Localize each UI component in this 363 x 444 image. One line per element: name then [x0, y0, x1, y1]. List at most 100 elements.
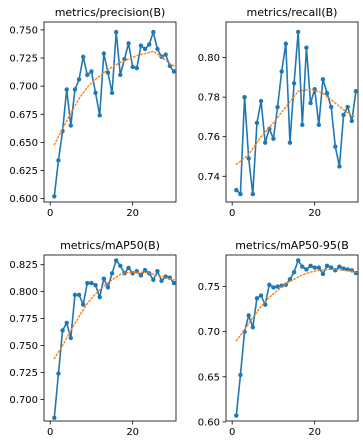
y-tick-label: 0.80	[198, 53, 220, 64]
data-point	[333, 144, 338, 149]
data-point	[109, 271, 115, 276]
data-point	[262, 140, 268, 145]
data-point	[295, 29, 301, 35]
data-point	[308, 100, 313, 106]
y-tick-label: 0.625	[9, 166, 38, 177]
data-point	[72, 292, 78, 298]
chart-panel-4: metrics/mAP50-95(B 0.60 0.65 0.70 0.75 0 20	[198, 239, 359, 438]
y-tick-label: 0.74	[198, 172, 220, 183]
data-point	[167, 63, 173, 69]
data-point	[97, 113, 102, 118]
y-tick-label: 0.750	[9, 25, 38, 36]
data-point	[142, 46, 148, 52]
data-point	[56, 158, 61, 163]
data-point	[308, 263, 313, 269]
chart-title: metrics/mAP50-95(B	[235, 239, 349, 252]
data-point	[345, 104, 350, 110]
data-point	[151, 29, 156, 35]
data-point	[349, 118, 355, 124]
x-tick-label: 0	[47, 208, 53, 219]
data-point	[250, 324, 256, 330]
data-point	[97, 294, 102, 300]
data-point	[85, 72, 90, 78]
data-point	[142, 267, 148, 273]
results-line	[235, 259, 357, 416]
data-point	[337, 264, 342, 269]
smooth-line	[53, 50, 175, 146]
y-tick-label: 0.725	[9, 54, 38, 65]
data-point	[279, 69, 284, 74]
data-point	[64, 87, 69, 92]
data-point	[234, 187, 239, 193]
y-tick-label: 0.75	[198, 282, 220, 293]
y-tick-label: 0.725	[9, 368, 38, 379]
data-point	[246, 156, 251, 161]
data-point	[93, 90, 98, 96]
data-point	[304, 267, 309, 272]
data-point	[64, 320, 69, 326]
data-point	[155, 268, 160, 274]
data-point	[324, 91, 330, 96]
plot-frame	[43, 21, 177, 203]
data-point	[52, 194, 57, 199]
plot-frame	[225, 254, 359, 422]
data-point	[146, 42, 152, 47]
chart-panel-1: metrics/precision(B) 0.600 0.625 0.650 0.675…	[9, 6, 177, 219]
data-point	[101, 276, 107, 281]
data-point	[283, 282, 289, 287]
data-point	[113, 258, 119, 263]
y-tick-label: 0.600	[9, 194, 38, 205]
y-tick-label: 0.700	[9, 395, 38, 406]
data-point	[134, 65, 140, 71]
data-point	[85, 280, 90, 286]
data-point	[316, 122, 322, 128]
data-point	[254, 120, 260, 126]
data-point	[250, 191, 256, 197]
data-point	[118, 263, 123, 268]
data-point	[291, 269, 297, 275]
data-point	[122, 56, 127, 62]
y-tick-label: 0.70	[198, 327, 220, 338]
data-point	[80, 54, 86, 60]
plot-frame	[43, 254, 177, 422]
x-tick-label: 20	[308, 427, 321, 438]
data-point	[60, 328, 65, 333]
x-tick-label: 20	[308, 208, 321, 219]
data-point	[316, 265, 322, 270]
data-point	[76, 292, 82, 298]
y-tick-label: 0.65	[198, 372, 220, 383]
data-point	[295, 258, 301, 263]
data-point	[275, 284, 280, 289]
data-point	[246, 313, 251, 318]
y-tick-label: 0.800	[9, 287, 38, 298]
data-point	[242, 94, 247, 100]
x-tick-label: 0	[229, 427, 235, 438]
data-point	[72, 87, 78, 92]
chart-panel-2: metrics/recall(B) 0.74 0.76 0.78 0.80 0 20	[198, 6, 359, 219]
data-point	[105, 285, 111, 290]
data-point	[68, 335, 74, 341]
chart-title: metrics/recall(B)	[247, 6, 338, 19]
data-point	[328, 104, 334, 110]
data-point	[138, 43, 144, 48]
data-point	[324, 263, 330, 269]
smooth-line	[235, 268, 357, 342]
data-point	[287, 140, 293, 145]
data-point	[320, 271, 326, 277]
data-point	[101, 51, 107, 56]
data-point	[171, 69, 177, 74]
data-point	[109, 90, 115, 96]
data-point	[68, 123, 74, 128]
chart-title: metrics/mAP50(B)	[60, 239, 160, 252]
plot-frame	[225, 21, 359, 203]
smooth-line	[53, 271, 175, 360]
data-point	[126, 41, 131, 46]
data-point	[300, 122, 305, 128]
data-point	[238, 191, 243, 197]
data-point	[93, 282, 98, 288]
data-point	[155, 46, 160, 52]
x-tick-label: 0	[47, 427, 53, 438]
data-point	[312, 265, 317, 270]
results-line	[53, 31, 175, 197]
